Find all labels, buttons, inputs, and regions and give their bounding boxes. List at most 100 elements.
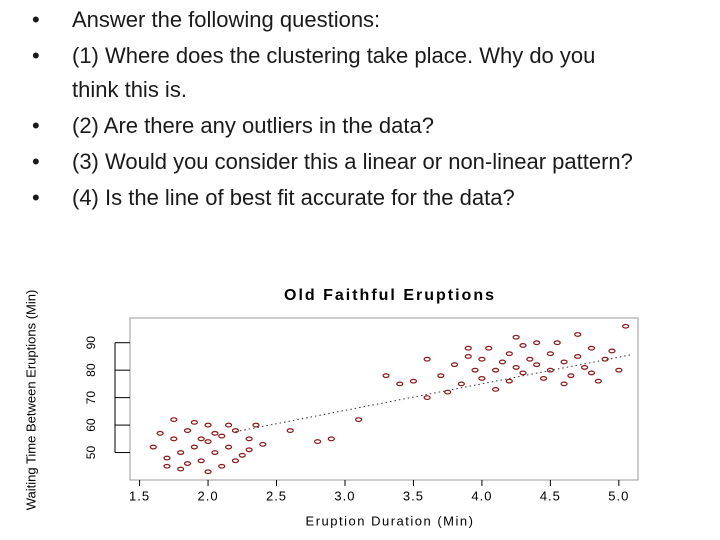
x-tick-label: 3.0 [334,488,355,503]
point [526,356,534,362]
chart-title: Old Faithful Eruptions [284,287,496,304]
point [574,354,582,359]
y-axis-label: Waiting Time Between Eruptions (Min) [23,290,38,511]
point [211,430,219,436]
y-tick-label: 60 [84,418,98,432]
y-tick-label: 70 [84,391,98,405]
point [224,422,233,428]
point [560,359,568,365]
bullet-text: (1) Where does the clustering take place… [72,43,596,102]
x-axis-label: Eruption Duration (Min) [306,513,475,528]
point [423,356,431,362]
point [197,436,205,442]
point [183,428,192,433]
x-tick-label: 1.5 [129,488,150,503]
point [574,332,582,337]
point [519,370,527,376]
point [177,450,185,455]
point [245,447,253,453]
x-tick-label: 4.0 [471,488,492,503]
point [197,458,205,464]
point [437,373,445,379]
point [355,417,363,422]
point [567,373,575,379]
point [423,395,431,401]
point [478,356,486,362]
point [204,469,212,475]
point [170,436,178,442]
x-tick-label: 5.0 [608,488,629,503]
bullet-item: • (2) Are there any outliers in the data? [30,109,650,143]
point [533,362,541,368]
y-tick-label: 80 [84,363,98,377]
bullet-text: (2) Are there any outliers in the data? [72,113,434,138]
bullet-item: • (3) Would you consider this a linear or… [30,145,650,179]
point [608,348,616,354]
point [183,461,192,466]
point [163,463,171,469]
point [218,463,226,469]
y-tick-label: 90 [84,336,98,350]
point [190,444,198,450]
point [231,428,240,433]
point [533,340,541,346]
point [560,381,568,387]
point [224,444,233,450]
point [512,334,520,340]
x-tick-label: 3.5 [403,488,424,503]
point [204,439,212,444]
x-tick-label: 4.5 [540,488,561,503]
point [238,452,246,458]
plot-frame [129,317,639,481]
point [149,444,157,450]
point [252,422,260,428]
bullet-text: (4) Is the line of best fit accurate for… [72,185,515,210]
point [211,450,219,455]
bullet-dot: • [32,43,40,68]
point [587,345,596,351]
x-tick-label: 2.0 [198,488,219,503]
point [156,430,164,436]
bullet-dot: • [32,185,40,210]
point [601,356,609,362]
point [286,428,294,433]
point [491,367,500,373]
point [485,345,493,351]
point [580,365,589,370]
bullet-text: (3) Would you consider this a linear or … [72,149,633,174]
point [615,367,623,373]
point [190,419,198,425]
point [505,351,513,357]
point [231,458,240,464]
bullet-item: • (1) Where does the clustering take plac… [30,39,650,107]
point [327,436,335,442]
point [622,323,630,329]
point [471,367,479,373]
point [478,376,486,381]
point [457,381,465,387]
point [587,370,596,376]
point [163,455,171,461]
bullet-item: • (4) Is the line of best fit accurate fo… [30,181,650,215]
point [546,367,554,373]
point [218,433,226,439]
point [539,376,548,381]
bullet-dot: • [32,149,40,174]
bullet-item: • Answer the following questions: [30,3,650,37]
bullet-list: • Answer the following questions: • (1) Whe… [30,3,650,217]
x-tick-label: 2.5 [266,488,287,503]
point [505,378,513,384]
point [245,436,253,442]
point [519,343,527,348]
point [382,373,390,379]
point [204,422,212,428]
point [594,378,602,384]
point [498,359,507,365]
point [177,466,185,472]
point [313,439,322,444]
point [491,386,500,392]
point [464,345,472,351]
point [409,378,418,384]
